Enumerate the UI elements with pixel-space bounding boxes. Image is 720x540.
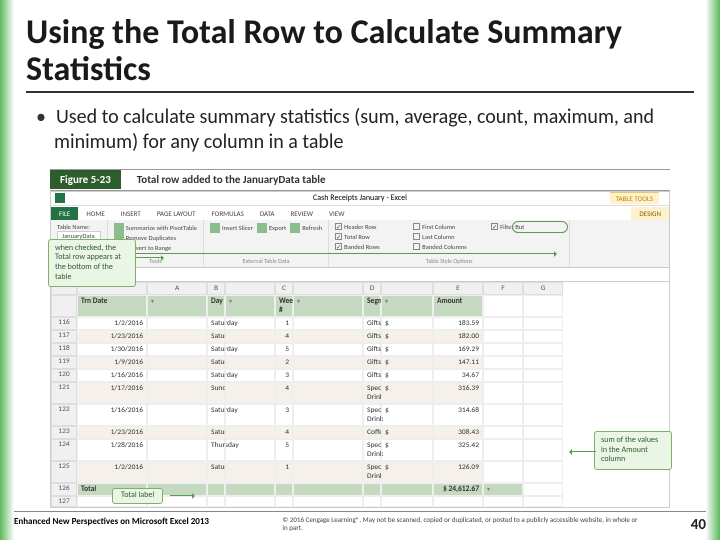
footer-copyright: © 2016 Cengage Learning®. May not be sca… [282,516,642,533]
window-titlebar: Cash Receipts January - Excel TABLE TOOL… [51,192,669,206]
tab-design[interactable]: DESIGN [631,207,669,220]
arrow-icon [135,257,163,258]
tab-data[interactable]: DATA [252,207,283,220]
tab-formulas[interactable]: FORMULAS [204,207,252,220]
table-name-label: Table Name: [57,223,101,231]
tab-pagelayout[interactable]: PAGE LAYOUT [149,207,204,220]
pivot-button[interactable]: Summarize with PivotTable [114,223,197,233]
arrow-icon [136,253,556,254]
chk-first-col[interactable]: First Column [413,223,485,231]
callout-amount-sum: sum of the values in the Amount column [594,431,672,470]
arrow-icon [170,495,194,496]
tab-view[interactable]: VIEW [321,207,352,220]
figure-number: Figure 5-23 [50,170,121,189]
excel-window: Cash Receipts January - Excel TABLE TOOL… [50,191,670,508]
tab-insert[interactable]: INSERT [113,207,149,220]
slide-title: Using the Total Row to Calculate Summary… [26,14,694,93]
figure-caption: Total row added to the JanuaryData table [121,173,326,186]
group-label-external: External Table Data [210,257,322,265]
highlight-ring [512,221,568,233]
figure-caption-bar: Figure 5-23 Total row added to the Janua… [50,169,670,191]
chk-banded-cols[interactable]: Banded Columns [413,243,485,251]
footer-book-title: Enhanced New Perspectives on Microsoft E… [14,516,234,527]
slicer-button[interactable]: Insert Slicer [210,223,253,233]
bullet-text: Used to calculate summary statistics (su… [54,105,690,155]
chk-banded-rows[interactable]: ✓Banded Rows [335,243,407,251]
figure: Figure 5-23 Total row added to the Janua… [50,169,670,508]
slide-footer: Enhanced New Perspectives on Microsoft E… [14,511,706,534]
formula-bar: D8 fx Food [51,268,669,282]
tab-review[interactable]: REVIEW [282,207,321,220]
window-title: Cash Receipts January - Excel [313,193,407,203]
ribbon-tabs: FILE HOME INSERT PAGE LAYOUT FORMULAS DA… [51,206,669,220]
chk-total-row[interactable]: ✓Total Row [335,233,407,241]
tab-file[interactable]: FILE [51,207,78,220]
callout-total-label: Total label [112,488,163,504]
export-button[interactable]: Export [257,223,286,233]
chk-last-col[interactable]: Last Column [413,233,485,241]
ribbon: Table Name: JanuaryData Resize Table Pro… [51,220,669,268]
arrow-icon [570,451,596,452]
excel-icon [55,193,65,203]
chk-header-row[interactable]: ✓Header Row [335,223,407,231]
refresh-button[interactable]: Refresh [290,223,322,233]
callout-total-row-checkbox: when checked, the Total row appears at t… [48,239,136,287]
group-label-style-options: Table Style Options [335,257,563,265]
tab-home[interactable]: HOME [78,207,112,220]
worksheet[interactable]: ABCDEFGTrn Date▾Day▾Week #▾Segment▾Amoun… [51,282,669,507]
group-external: Insert Slicer Export Refresh External Ta… [204,220,329,267]
table-tools-label: TABLE TOOLS [610,192,659,204]
page-number: 40 [691,516,706,534]
